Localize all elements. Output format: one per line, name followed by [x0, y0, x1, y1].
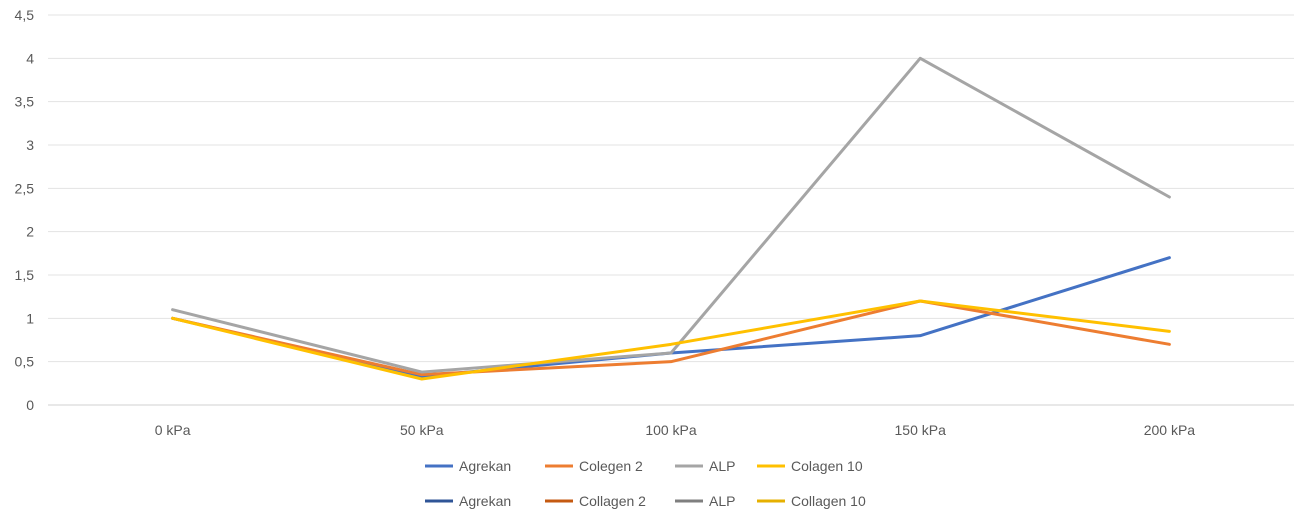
y-tick-label: 3,5 — [15, 94, 35, 110]
x-tick-label: 150 kPa — [895, 422, 947, 438]
gridlines — [48, 14, 1294, 406]
legend-item: Colagen 10 — [757, 458, 863, 474]
y-tick-label: 1 — [26, 310, 34, 326]
series-lines — [171, 56, 1171, 381]
legend-label: Collagen 10 — [791, 493, 866, 509]
y-tick-label: 2,5 — [15, 180, 35, 196]
x-tick-label: 0 kPa — [155, 422, 191, 438]
legend-label: Agrekan — [459, 493, 511, 509]
legend-item: Collagen 2 — [545, 493, 646, 509]
y-tick-label: 2 — [26, 224, 34, 240]
x-tick-label: 50 kPa — [400, 422, 444, 438]
y-tick-label: 1,5 — [15, 267, 35, 283]
legend-label: ALP — [709, 458, 735, 474]
y-tick-label: 0,5 — [15, 354, 35, 370]
y-tick-label: 0 — [26, 397, 34, 413]
legend-label: ALP — [709, 493, 735, 509]
series-line-alp — [171, 56, 1171, 374]
legend-label: Collagen 2 — [579, 493, 646, 509]
legend-item: Agrekan — [425, 458, 511, 474]
legend-item: Colegen 2 — [545, 458, 643, 474]
legend-item: Agrekan — [425, 493, 511, 509]
y-axis-ticks: 0 0,5 1 1,5 2 2,5 3 3,5 4 4,5 — [15, 7, 35, 413]
legend-item: ALP — [675, 493, 735, 509]
legend-label: Colegen 2 — [579, 458, 643, 474]
x-tick-label: 200 kPa — [1144, 422, 1196, 438]
series-line-colagen-10 — [171, 299, 1171, 381]
legend-label: Colagen 10 — [791, 458, 863, 474]
legend-item: Collagen 10 — [757, 493, 866, 509]
y-tick-label: 4 — [26, 50, 34, 66]
y-tick-label: 4,5 — [15, 7, 35, 23]
legend: Agrekan Colegen 2 ALP Colagen 10 Agrekan Coll… — [425, 458, 866, 509]
series-line-colegen-2 — [171, 299, 1171, 377]
y-tick-label: 3 — [26, 137, 34, 153]
legend-item: ALP — [675, 458, 735, 474]
x-tick-label: 100 kPa — [645, 422, 697, 438]
x-axis-ticks: 0 kPa 50 kPa 100 kPa 150 kPa 200 kPa — [155, 422, 1196, 438]
legend-label: Agrekan — [459, 458, 511, 474]
